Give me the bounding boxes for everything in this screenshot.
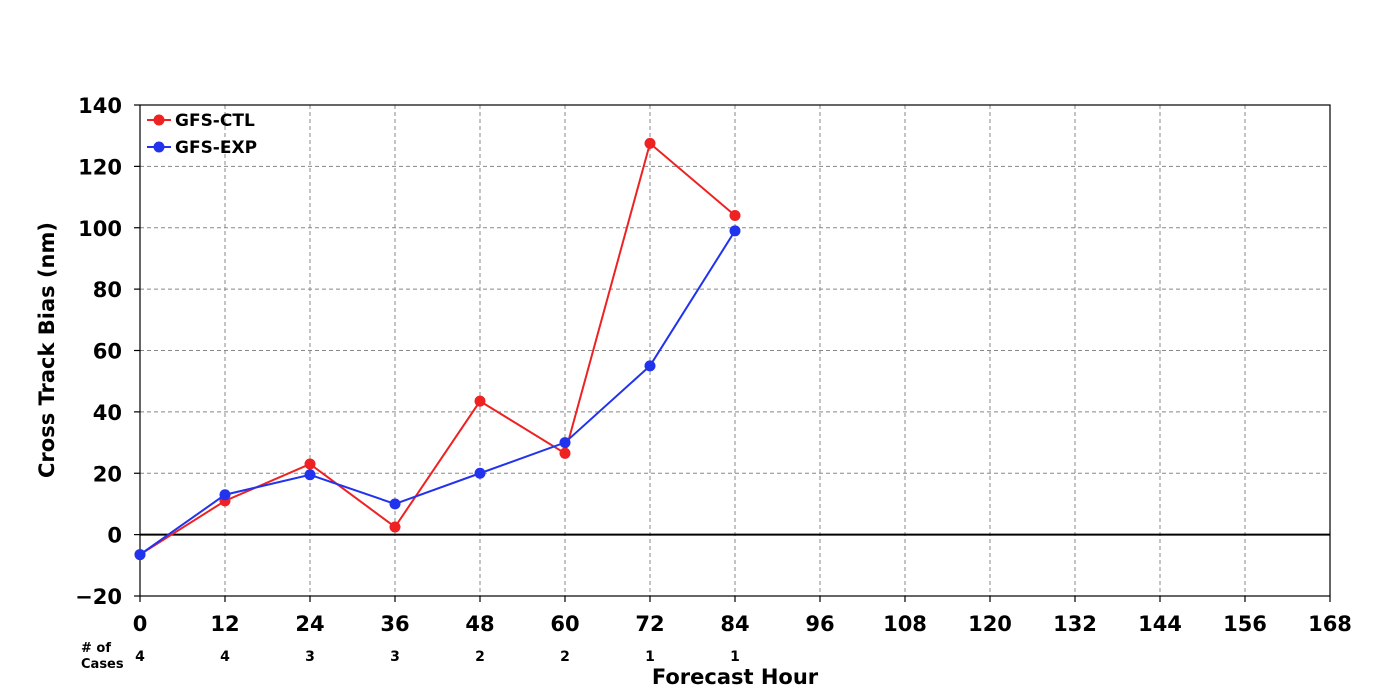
case-count: 3 (305, 649, 315, 665)
x-tick-label: 60 (550, 612, 579, 636)
data-point-gfs-exp (389, 498, 401, 510)
data-point-gfs-ctl (304, 458, 316, 470)
data-point-gfs-exp (134, 549, 146, 561)
x-tick-label: 72 (635, 612, 664, 636)
y-tick-label: 120 (78, 155, 122, 179)
case-count: 2 (560, 649, 570, 665)
x-tick-label: 12 (210, 612, 239, 636)
x-tick-label: 96 (805, 612, 834, 636)
x-tick-label: 24 (295, 612, 324, 636)
x-tick-label: 156 (1223, 612, 1267, 636)
series-line-gfs-ctl (139, 141, 736, 556)
grid-layer (140, 105, 1330, 596)
case-count: 2 (475, 649, 485, 665)
data-point-gfs-exp (474, 467, 486, 479)
legend: GFS-CTL GFS-EXP (147, 111, 257, 158)
case-count: 3 (390, 649, 400, 665)
legend-label-gfs-ctl: GFS-CTL (175, 111, 255, 131)
data-point-gfs-ctl (474, 395, 486, 407)
x-tick-label: 168 (1308, 612, 1352, 636)
data-point-gfs-exp (729, 225, 741, 237)
case-count: 4 (220, 649, 230, 665)
data-point-gfs-exp (304, 469, 316, 481)
data-point-gfs-exp (559, 437, 571, 449)
x-tick-label: 36 (380, 612, 409, 636)
data-point-gfs-ctl (389, 521, 401, 533)
data-point-gfs-ctl (559, 447, 571, 459)
series-layer (134, 137, 741, 561)
ticks-layer: 0 12 24 36 48 60 72 84 96 108 120 132 144 156 168 −20 0 2… (75, 94, 1352, 636)
data-point-gfs-exp (219, 489, 231, 501)
x-tick-label: 48 (465, 612, 494, 636)
legend-marker-gfs-ctl (153, 114, 165, 126)
x-tick-label: 132 (1053, 612, 1097, 636)
cases-row: 4 4 3 3 2 2 1 1 (135, 649, 740, 665)
y-tick-label: 140 (78, 94, 122, 118)
y-tick-label: 100 (78, 217, 122, 241)
case-count: 4 (135, 649, 145, 665)
data-point-gfs-exp (644, 360, 656, 372)
cases-header-line1: # of (81, 641, 111, 656)
x-tick-label: 0 (133, 612, 148, 636)
case-count: 1 (730, 649, 740, 665)
x-tick-label: 144 (1138, 612, 1182, 636)
y-tick-label: 20 (93, 462, 122, 486)
x-tick-label: 120 (968, 612, 1012, 636)
x-tick-label: 84 (720, 612, 749, 636)
data-point-gfs-ctl (729, 209, 741, 221)
y-tick-label: 40 (93, 401, 122, 425)
y-tick-label: 60 (93, 340, 122, 364)
cases-header-line2: Cases (81, 657, 124, 672)
legend-label-gfs-exp: GFS-EXP (175, 138, 257, 158)
y-tick-label: 80 (93, 278, 122, 302)
data-point-gfs-ctl (644, 137, 656, 149)
legend-marker-gfs-exp (153, 141, 165, 153)
y-axis-label: Cross Track Bias (nm) (35, 222, 59, 478)
series-line-gfs-exp (139, 230, 736, 556)
case-count: 1 (645, 649, 655, 665)
x-axis-label: Forecast Hour (652, 665, 819, 689)
y-tick-label: −20 (75, 585, 122, 609)
x-tick-label: 108 (883, 612, 927, 636)
y-tick-label: 0 (107, 524, 122, 548)
